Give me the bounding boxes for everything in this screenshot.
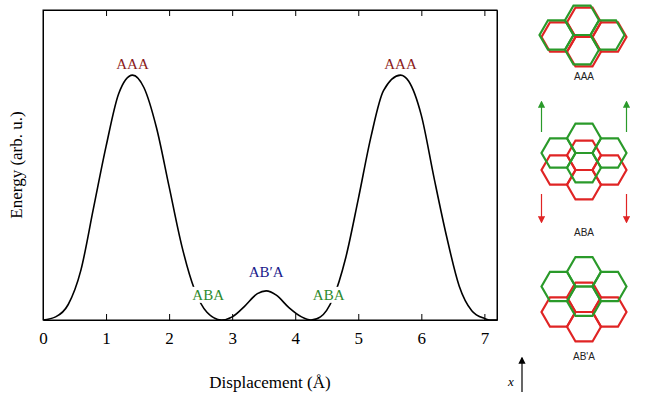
- x-axis-top-line: [44, 10, 498, 11]
- hexagon: [593, 272, 627, 301]
- x-tick-label: 5: [355, 329, 364, 348]
- x-tick-mark-top: [421, 10, 422, 16]
- shift-arrow: [541, 102, 542, 132]
- x-tick: 6: [418, 314, 427, 348]
- hexagon: [591, 20, 625, 49]
- sheet-top: [542, 257, 627, 316]
- x-tick-mark-top: [106, 10, 107, 16]
- annotations: AAA ABA AB′A ABA AAA: [115, 56, 418, 303]
- annotation: AAA: [115, 56, 150, 72]
- y-axis-right-line: [497, 11, 498, 321]
- annotation-background: [312, 287, 346, 303]
- x-tick-label: 0: [39, 329, 48, 348]
- x-tick: 3: [228, 314, 237, 348]
- direction-label: x: [507, 374, 514, 389]
- energy-curve: [43, 75, 497, 320]
- x-tick-top: [421, 10, 422, 16]
- x-axis-line: [44, 320, 498, 321]
- x-tick: 2: [165, 314, 174, 348]
- x-tick-label: 6: [418, 329, 427, 348]
- x-tick-top: [358, 10, 359, 16]
- x-tick-top: [295, 10, 296, 16]
- x-tick-label: 2: [165, 329, 174, 348]
- sheet-bottom: [542, 141, 627, 200]
- annotation: AB′A: [248, 264, 285, 280]
- x-tick-top: [106, 10, 107, 16]
- annotation: ABA: [191, 287, 225, 303]
- shift-arrow: [626, 102, 627, 132]
- x-tick: 1: [102, 314, 111, 348]
- plot-frame: [43, 10, 497, 320]
- x-tick-top: [232, 10, 233, 16]
- direction-indicator: x: [507, 358, 522, 392]
- x-tick-mark: [295, 314, 296, 320]
- sheet-bottom: [542, 283, 627, 342]
- y-axis-line: [43, 11, 44, 321]
- annotation-label: AAA: [384, 56, 417, 72]
- figure: 0 1 2 3 4 5 6 7 Displacement (Å) Energy (arb. u.)…: [0, 0, 657, 399]
- x-axis-title: Displacement (Å): [209, 373, 330, 392]
- x-tick-mark: [421, 314, 422, 320]
- x-tick-mark: [358, 314, 359, 320]
- y-axis-title: Energy (arb. u.): [7, 111, 26, 218]
- x-tick-label: 4: [291, 329, 300, 348]
- x-tick-label: 3: [228, 329, 237, 348]
- x-axis-top: [44, 10, 498, 16]
- annotation-background: [383, 56, 418, 72]
- x-tick: 4: [291, 314, 300, 348]
- x-tick-mark-top: [358, 10, 359, 16]
- x-tick-label: 7: [481, 329, 490, 348]
- x-tick-mark: [169, 314, 170, 320]
- plot-area: [43, 75, 497, 320]
- x-tick-mark-top: [295, 10, 296, 16]
- hexagon: [593, 138, 627, 167]
- panel-aaa: AAA: [540, 6, 627, 82]
- panel-aba: ABA: [542, 102, 627, 238]
- y-axis-right: [497, 11, 498, 321]
- shift-arrow: [541, 194, 542, 222]
- x-axis: 0 1 2 3 4 5 6 7: [39, 314, 497, 348]
- x-tick-top: [169, 10, 170, 16]
- stacking-diagrams: AAA ABA AB'A x: [507, 6, 627, 392]
- annotation-label: AAA: [116, 56, 149, 72]
- stacking-label: ABA: [574, 227, 594, 238]
- annotation: AAA: [383, 56, 418, 72]
- annotation-background: [115, 56, 150, 72]
- x-tick-mark-top: [484, 10, 485, 16]
- shift-arrow: [626, 194, 627, 222]
- annotation-label: ABA: [313, 287, 345, 303]
- annotation-label: AB′A: [249, 264, 284, 280]
- x-tick-mark-top: [232, 10, 233, 16]
- x-tick-mark: [106, 314, 107, 320]
- annotation-background: [248, 264, 285, 280]
- x-tick-top: [484, 10, 485, 16]
- annotation-background: [191, 287, 225, 303]
- sheet-bottom: [542, 8, 627, 67]
- annotation-label: ABA: [192, 287, 224, 303]
- y-axis: [43, 11, 44, 321]
- x-tick: 5: [355, 314, 364, 348]
- x-tick-label: 1: [102, 329, 111, 348]
- stacking-label: AAA: [574, 71, 594, 82]
- sheet-top: [542, 124, 627, 183]
- annotation: ABA: [312, 287, 346, 303]
- sheet-top: [540, 6, 625, 65]
- stacking-label: AB'A: [573, 351, 595, 362]
- panel-abpa: AB'A: [542, 257, 627, 362]
- x-tick-mark-top: [169, 10, 170, 16]
- direction-arrow: [521, 358, 522, 392]
